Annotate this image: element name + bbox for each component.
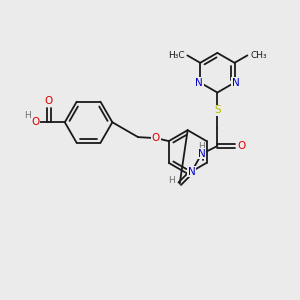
Text: H: H [198, 142, 205, 151]
Text: O: O [31, 117, 39, 127]
Text: S: S [214, 105, 221, 116]
Text: N: N [188, 167, 196, 177]
Text: O: O [237, 141, 245, 151]
Text: H: H [24, 111, 31, 120]
Text: O: O [45, 97, 53, 106]
Text: CH₃: CH₃ [250, 51, 267, 60]
Text: H₃C: H₃C [168, 51, 184, 60]
Text: N: N [195, 78, 203, 88]
Text: N: N [232, 78, 239, 88]
Text: N: N [198, 149, 206, 159]
Text: O: O [152, 133, 160, 143]
Text: H: H [168, 176, 175, 185]
